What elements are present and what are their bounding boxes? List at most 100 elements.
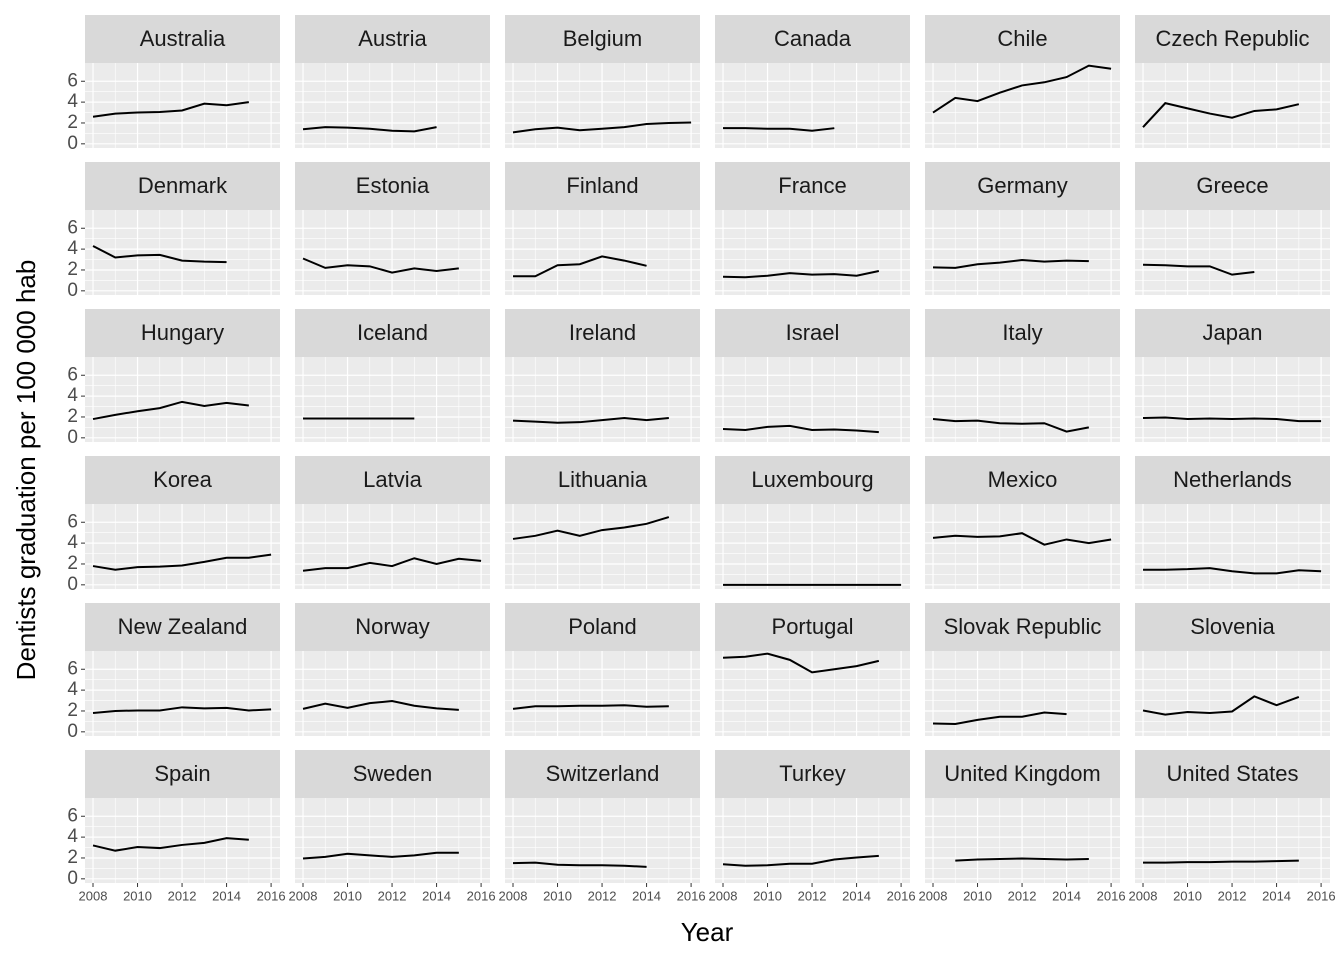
y-tick-label: 6 bbox=[67, 364, 78, 385]
data-line bbox=[512, 704, 669, 710]
strip bbox=[295, 15, 490, 63]
facet-title: Chile bbox=[997, 26, 1047, 51]
x-tick-label: 2016 bbox=[1097, 888, 1126, 903]
strip bbox=[505, 603, 700, 651]
y-tick-label: 4 bbox=[67, 91, 78, 112]
x-tick-label: 2010 bbox=[543, 888, 572, 903]
data-line bbox=[512, 417, 669, 424]
facet-title: Germany bbox=[977, 173, 1067, 198]
x-tick-label: 2014 bbox=[1262, 888, 1291, 903]
strip bbox=[1135, 162, 1330, 210]
data-line bbox=[722, 854, 879, 867]
data-line bbox=[302, 700, 459, 711]
strip bbox=[85, 456, 280, 504]
facet-title: Slovak Republic bbox=[944, 614, 1102, 639]
strip bbox=[715, 456, 910, 504]
x-tick-label: 2008 bbox=[289, 888, 318, 903]
data-line bbox=[512, 861, 647, 868]
x-tick-label: 2012 bbox=[378, 888, 407, 903]
y-tick-label: 0 bbox=[67, 721, 78, 742]
y-tick-label: 4 bbox=[67, 532, 78, 553]
facet-title: Slovenia bbox=[1190, 614, 1275, 639]
x-tick-label: 2008 bbox=[79, 888, 108, 903]
data-line bbox=[92, 101, 249, 118]
data-line bbox=[1143, 859, 1299, 864]
facet-title: Finland bbox=[566, 173, 638, 198]
x-tick-label: 2008 bbox=[499, 888, 528, 903]
y-tick-label: 6 bbox=[67, 217, 78, 238]
strip bbox=[295, 309, 490, 357]
strip bbox=[925, 456, 1120, 504]
facet-title: Iceland bbox=[357, 320, 428, 345]
strip bbox=[1135, 603, 1330, 651]
data-line bbox=[722, 270, 880, 279]
facet-title: Latvia bbox=[363, 467, 422, 492]
facet-title: Hungary bbox=[141, 320, 224, 345]
y-tick-label: 0 bbox=[67, 868, 78, 889]
facet-title: Lithuania bbox=[558, 467, 648, 492]
data-line bbox=[92, 553, 272, 571]
strip bbox=[85, 15, 280, 63]
x-tick-label: 2012 bbox=[588, 888, 617, 903]
strip bbox=[925, 162, 1120, 210]
x-tick-label: 2016 bbox=[1307, 888, 1336, 903]
facet-title: Norway bbox=[355, 614, 430, 639]
y-tick-label: 4 bbox=[67, 238, 78, 259]
facet-title: United Kingdom bbox=[944, 761, 1101, 786]
data-line bbox=[932, 418, 1090, 433]
strip bbox=[715, 15, 910, 63]
strip bbox=[505, 15, 700, 63]
strip bbox=[715, 162, 910, 210]
facet-title: Italy bbox=[1002, 320, 1042, 345]
x-axis-title: Year bbox=[681, 917, 734, 947]
strip bbox=[1135, 15, 1330, 63]
facet-title: Estonia bbox=[356, 173, 430, 198]
facet-title: Greece bbox=[1196, 173, 1268, 198]
x-tick-label: 2014 bbox=[212, 888, 241, 903]
facet-title: Netherlands bbox=[1173, 467, 1292, 492]
strip bbox=[85, 750, 280, 798]
y-tick-label: 0 bbox=[67, 574, 78, 595]
x-tick-label: 2016 bbox=[467, 888, 496, 903]
x-tick-label: 2014 bbox=[422, 888, 451, 903]
strip bbox=[295, 456, 490, 504]
data-line bbox=[932, 259, 1089, 269]
x-tick-label: 2010 bbox=[333, 888, 362, 903]
y-tick-label: 6 bbox=[67, 658, 78, 679]
data-line bbox=[512, 121, 692, 134]
strip bbox=[505, 750, 700, 798]
y-tick-label: 0 bbox=[67, 280, 78, 301]
strip bbox=[85, 309, 280, 357]
x-tick-label: 2014 bbox=[842, 888, 871, 903]
data-line bbox=[1142, 263, 1255, 276]
facet-title: Korea bbox=[153, 467, 212, 492]
data-line bbox=[302, 557, 482, 572]
facet-title: United States bbox=[1166, 761, 1298, 786]
strip bbox=[925, 750, 1120, 798]
facet-title: Turkey bbox=[779, 761, 845, 786]
y-tick-label: 6 bbox=[67, 70, 78, 91]
data-line bbox=[302, 257, 459, 274]
data-line bbox=[1142, 695, 1300, 716]
x-tick-label: 2016 bbox=[887, 888, 916, 903]
facet-title: New Zealand bbox=[118, 614, 248, 639]
facet-title: Czech Republic bbox=[1155, 26, 1309, 51]
y-tick-label: 2 bbox=[67, 259, 78, 280]
strip bbox=[1135, 309, 1330, 357]
strip bbox=[1135, 456, 1330, 504]
facet-title: Japan bbox=[1203, 320, 1263, 345]
x-tick-label: 2012 bbox=[1008, 888, 1037, 903]
data-line bbox=[1143, 567, 1322, 575]
strip bbox=[505, 309, 700, 357]
y-axis-title: Dentists graduation per 100 000 hab bbox=[11, 260, 41, 681]
y-tick-label: 4 bbox=[67, 826, 78, 847]
data-line bbox=[932, 711, 1067, 726]
y-tick-label: 2 bbox=[67, 406, 78, 427]
strip bbox=[505, 162, 700, 210]
data-line bbox=[92, 706, 272, 715]
x-tick-label: 2008 bbox=[1129, 888, 1158, 903]
facet-title: Australia bbox=[140, 26, 226, 51]
strip bbox=[295, 750, 490, 798]
data-line bbox=[723, 127, 835, 132]
data-line bbox=[302, 126, 437, 133]
